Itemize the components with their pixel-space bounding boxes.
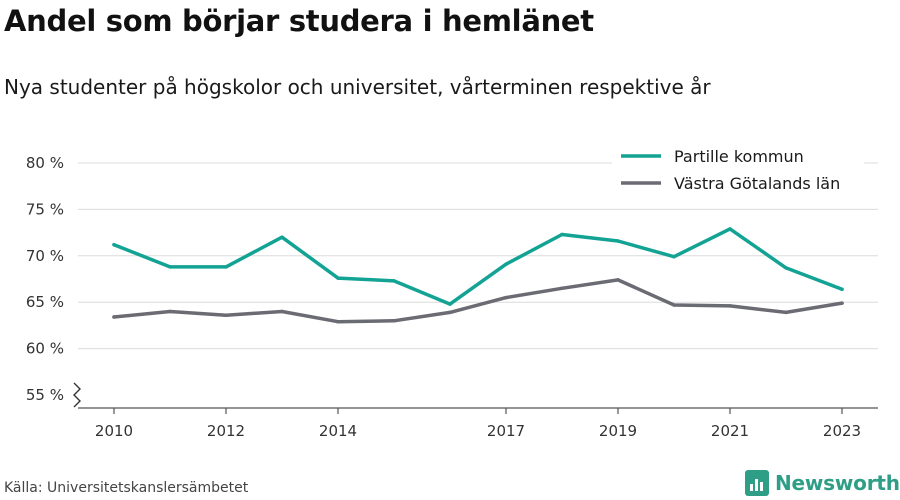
data-point-västra-götalands-län-2019 <box>616 278 620 282</box>
data-point-västra-götalands-län-2011 <box>168 309 172 314</box>
data-point-västra-götalands-län-2016 <box>448 310 452 315</box>
data-point-partille-kommun-2021 <box>728 227 732 231</box>
y-axis-tick-labels: 55 % 60 % 65 % 70 % 75 % 80 % <box>26 154 64 404</box>
x-axis <box>73 382 878 409</box>
x-tick-label-2021: 2021 <box>711 422 749 440</box>
x-tick-label-2023: 2023 <box>823 422 861 440</box>
series-line-västra-götalands-län <box>112 278 844 324</box>
data-point-partille-kommun-2016 <box>448 302 452 306</box>
legend-label-0: Partille kommun <box>674 147 804 166</box>
x-tick-label-2012: 2012 <box>207 422 245 440</box>
source-note: Källa: Universitetskanslersämbetet <box>4 480 249 496</box>
data-point-västra-götalands-län-2015 <box>392 319 396 323</box>
x-tick-label-2017: 2017 <box>487 422 525 440</box>
series-line-partille-kommun <box>112 227 844 306</box>
y-tick-label-60: 60 % <box>26 340 64 358</box>
legend-label-1: Västra Götalands län <box>674 174 840 193</box>
data-point-partille-kommun-2017 <box>504 262 508 266</box>
data-point-partille-kommun-2023 <box>840 287 844 291</box>
chart-subtitle: Nya studenter på högskolor och universit… <box>4 75 711 99</box>
y-tick-label-55: 55 % <box>26 386 64 404</box>
brand: Newsworthy <box>745 468 900 498</box>
data-point-partille-kommun-2020 <box>672 254 676 259</box>
data-point-västra-götalands-län-2013 <box>280 309 284 314</box>
data-point-partille-kommun-2014 <box>336 276 340 280</box>
series-lines <box>112 227 844 324</box>
data-point-partille-kommun-2013 <box>280 235 284 239</box>
y-tick-label-70: 70 % <box>26 247 64 265</box>
y-tick-label-80: 80 % <box>26 154 64 172</box>
x-tick-label-2014: 2014 <box>319 422 357 440</box>
data-point-partille-kommun-2022 <box>784 266 788 270</box>
legend: Partille kommun Västra Götalands län <box>612 144 864 204</box>
x-axis-tick-labels: 2010 2012 2014 2017 2019 2021 2023 <box>95 408 861 440</box>
data-point-partille-kommun-2012 <box>224 265 228 269</box>
axis-break-icon <box>73 382 81 408</box>
data-point-partille-kommun-2019 <box>616 239 620 243</box>
data-point-västra-götalands-län-2021 <box>728 304 732 308</box>
data-point-västra-götalands-län-2018 <box>560 286 564 291</box>
data-point-västra-götalands-län-2012 <box>224 313 228 317</box>
data-point-partille-kommun-2010 <box>112 242 116 247</box>
data-point-partille-kommun-2018 <box>560 232 564 237</box>
y-tick-label-75: 75 % <box>26 200 64 218</box>
data-point-västra-götalands-län-2023 <box>840 301 844 305</box>
data-point-västra-götalands-län-2020 <box>672 303 676 307</box>
brand-name: Newsworthy <box>775 471 900 495</box>
data-point-västra-götalands-län-2017 <box>504 295 508 300</box>
data-point-västra-götalands-län-2014 <box>336 319 340 324</box>
x-tick-label-2010: 2010 <box>95 422 133 440</box>
data-point-partille-kommun-2015 <box>392 279 396 283</box>
x-tick-label-2019: 2019 <box>599 422 637 440</box>
legend-background <box>612 144 864 204</box>
newsworthy-logo-icon <box>745 470 769 496</box>
data-point-västra-götalands-län-2010 <box>112 315 116 319</box>
data-point-västra-götalands-län-2022 <box>784 310 788 315</box>
chart-title: Andel som börjar studera i hemlänet <box>4 4 594 38</box>
data-point-partille-kommun-2011 <box>168 265 172 269</box>
y-tick-label-65: 65 % <box>26 293 64 311</box>
